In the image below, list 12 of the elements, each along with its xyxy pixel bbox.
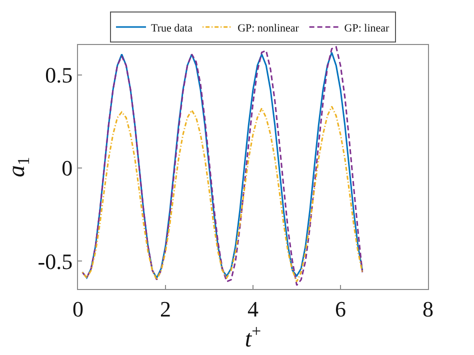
x-tick-label: 4 bbox=[248, 296, 258, 322]
line-series bbox=[82, 106, 364, 282]
y-tick-label: 0 bbox=[62, 156, 73, 181]
x-tick-label: 6 bbox=[335, 296, 346, 322]
legend-label: GP: nonlinear bbox=[238, 22, 300, 34]
y-tick-label: -0.5 bbox=[38, 248, 73, 274]
x-tick-label: 8 bbox=[422, 296, 434, 322]
y-tick-label: 0.5 bbox=[45, 62, 73, 88]
x-axis-title: t$^{+}$ bbox=[244, 321, 262, 352]
legend-label: GP: linear bbox=[344, 22, 390, 34]
x-tick-label: 2 bbox=[160, 296, 171, 322]
legend-label: True data bbox=[151, 22, 193, 34]
